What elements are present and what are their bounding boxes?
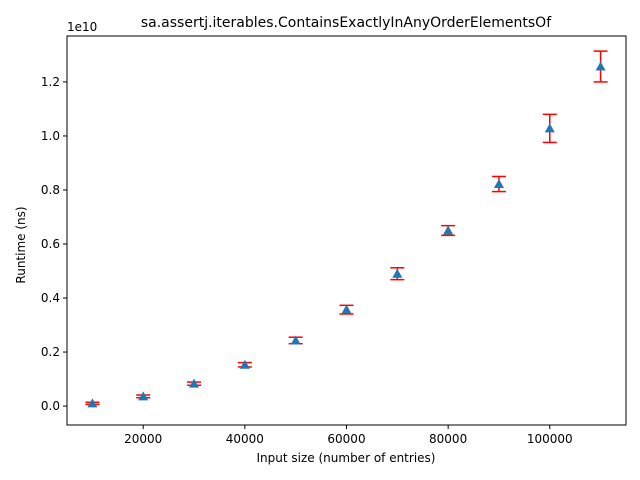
x-axis-label: Input size (number of entries) — [257, 451, 436, 465]
data-point — [87, 398, 98, 408]
x-tick-label: 20000 — [124, 432, 162, 446]
data-point — [239, 359, 250, 369]
y-axis: 0.0 0.2 0.4 0.6 0.8 1.0 1.2 — [41, 75, 67, 413]
y-tick-label: 1.0 — [41, 129, 60, 143]
data-point — [544, 123, 555, 133]
y-tick-label: 1.2 — [41, 75, 60, 89]
x-tick-label: 60000 — [327, 432, 365, 446]
y-tick-label: 0.4 — [41, 291, 60, 305]
x-tick-label: 80000 — [429, 432, 467, 446]
y-tick-label: 0.8 — [41, 183, 60, 197]
data-point — [493, 179, 504, 189]
data-point — [290, 335, 301, 345]
data-point — [189, 378, 200, 388]
x-axis: 20000 40000 60000 80000 100000 — [124, 425, 573, 446]
data-point — [595, 61, 606, 71]
chart-title: sa.assertj.iterables.ContainsExactlyInAn… — [141, 15, 552, 31]
data-point — [392, 268, 403, 278]
data-point — [443, 225, 454, 235]
plot-area — [85, 50, 608, 408]
x-tick-label: 40000 — [226, 432, 264, 446]
x-tick-label: 100000 — [527, 432, 573, 446]
y-tick-label: 0.2 — [41, 345, 60, 359]
data-point — [138, 391, 149, 401]
y-axis-label: Runtime (ns) — [14, 206, 28, 283]
data-point — [341, 304, 352, 314]
y-offset-label: 1e10 — [67, 20, 97, 34]
y-tick-label: 0.6 — [41, 237, 60, 251]
y-tick-label: 0.0 — [41, 399, 60, 413]
